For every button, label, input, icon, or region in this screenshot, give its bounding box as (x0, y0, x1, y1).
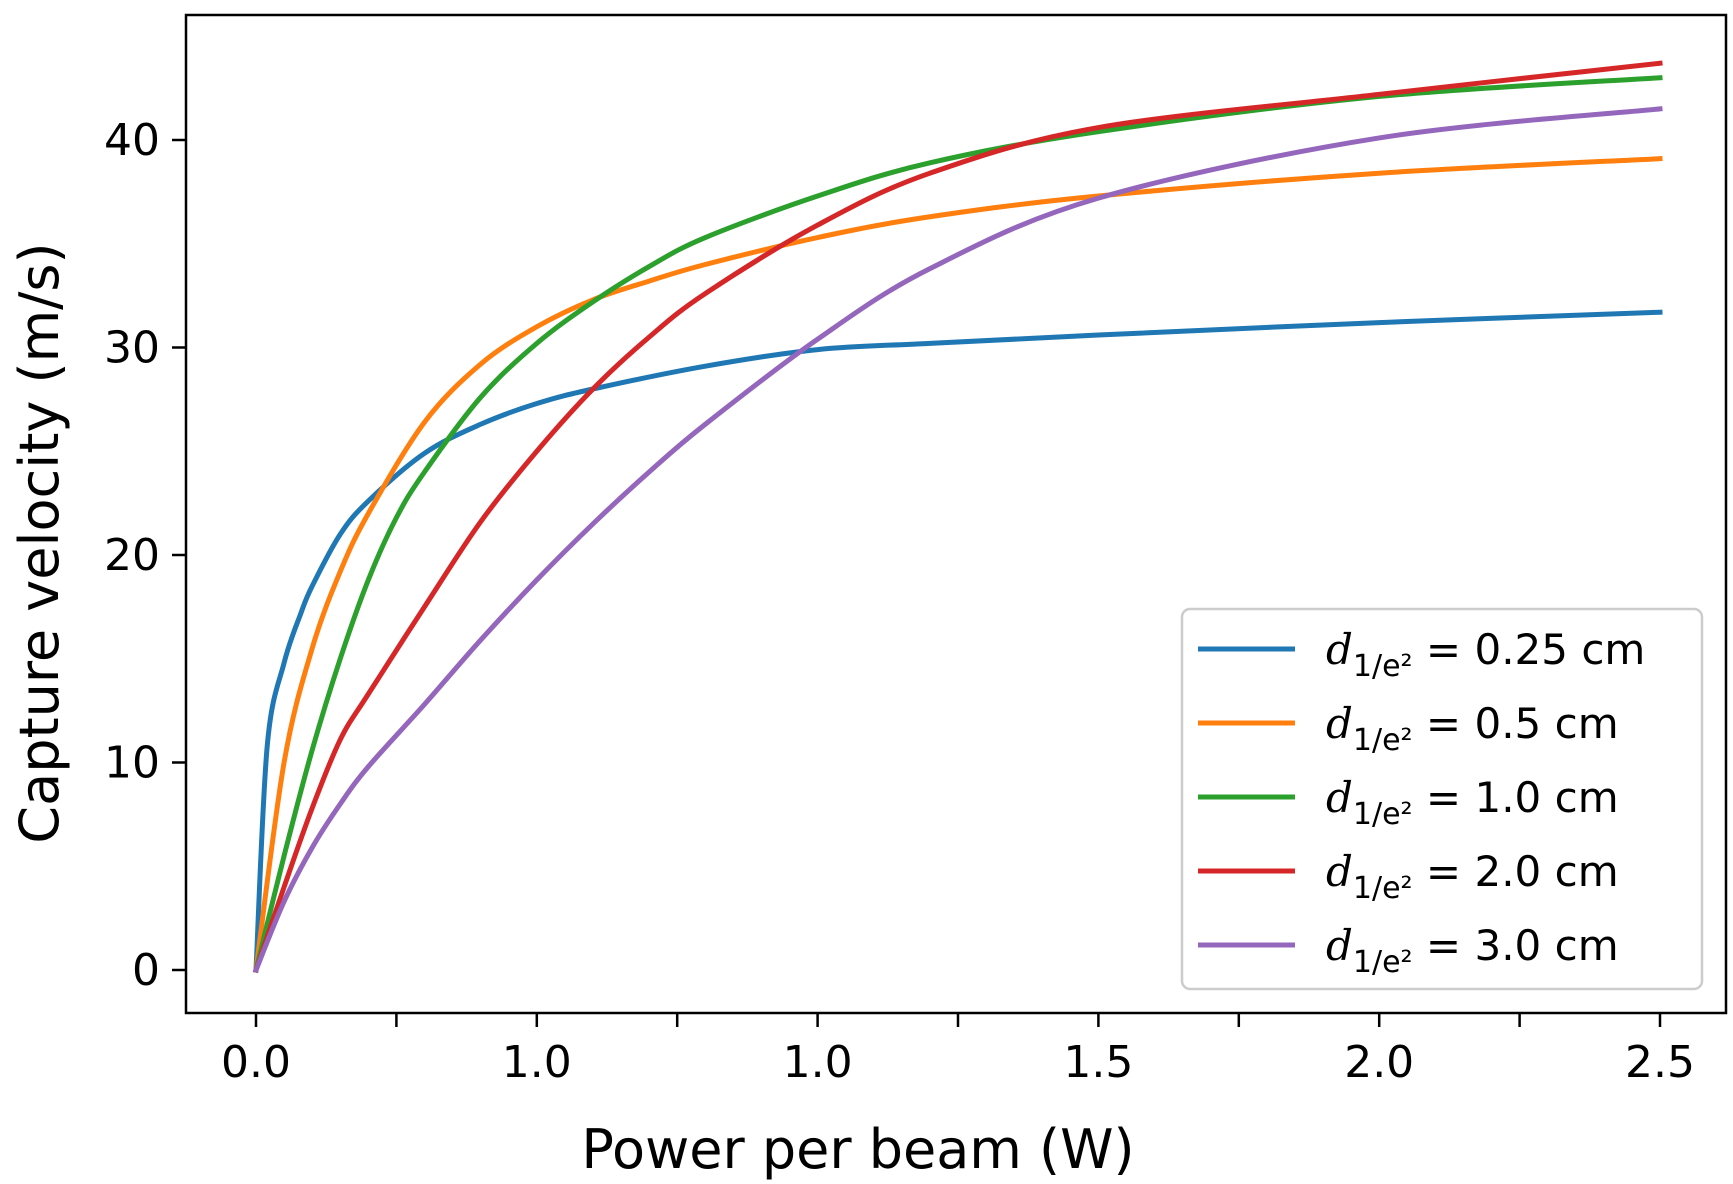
legend-subscript: 1/e² (1353, 797, 1413, 832)
legend-subscript: 1/e² (1353, 649, 1413, 684)
legend-label: d1/e² = 1.0 cm (1326, 773, 1619, 832)
legend-entry: d1/e² = 2.0 cm (1198, 847, 1619, 906)
legend-entry: d1/e² = 1.0 cm (1198, 773, 1619, 832)
x-tick-label: 1.0 (502, 1037, 572, 1088)
x-tick-label: 0.0 (221, 1037, 291, 1088)
y-tick-label: 10 (104, 738, 160, 789)
series-line-1 (253, 309, 1663, 973)
y-tick-label: 40 (104, 115, 160, 166)
series-line-4 (252, 60, 1663, 974)
y-tick-label: 0 (132, 945, 160, 996)
legend-symbol: d (1326, 625, 1353, 674)
legend-label: d1/e² = 0.5 cm (1326, 699, 1619, 758)
legend-entry: d1/e² = 3.0 cm (1198, 921, 1619, 980)
x-axis-label: Power per beam (W) (581, 1118, 1134, 1181)
legend-value: = 1.0 cm (1413, 773, 1619, 822)
legend-entry: d1/e² = 0.25 cm (1198, 625, 1645, 684)
legend-value: = 3.0 cm (1413, 921, 1619, 970)
legend-subscript: 1/e² (1353, 945, 1413, 980)
legend-value: = 2.0 cm (1413, 847, 1619, 896)
x-axis: 0.0 1.0 1.0 1.5 2.0 2.5 (221, 1013, 1695, 1088)
legend-label: d1/e² = 2.0 cm (1326, 847, 1619, 906)
y-axis: 0 10 20 30 40 (104, 115, 186, 996)
series-line-3 (252, 75, 1663, 974)
x-tick-label: 1.5 (1063, 1037, 1133, 1088)
x-tick-label: 2.5 (1625, 1037, 1695, 1088)
legend-value: = 0.5 cm (1413, 699, 1619, 748)
legend-value: = 0.25 cm (1413, 625, 1646, 674)
series-line-5 (252, 106, 1663, 974)
legend-subscript: 1/e² (1353, 723, 1413, 758)
y-axis-label: Capture velocity (m/s) (8, 242, 71, 843)
legend-symbol: d (1326, 699, 1353, 748)
legend-label: d1/e² = 3.0 cm (1326, 921, 1619, 980)
legend-subscript: 1/e² (1353, 871, 1413, 906)
y-tick-label: 30 (104, 323, 160, 374)
plot-frame (184, 13, 1728, 1015)
legend-symbol: d (1326, 773, 1353, 822)
x-tick-label: 2.0 (1344, 1037, 1414, 1088)
legend-symbol: d (1326, 847, 1353, 896)
legend-box (1180, 607, 1704, 991)
x-tick-label: 1.0 (783, 1037, 853, 1088)
legend-entry: d1/e² = 0.5 cm (1198, 699, 1619, 758)
legend-symbol: d (1326, 921, 1353, 970)
legend-label: d1/e² = 0.25 cm (1326, 625, 1645, 684)
y-tick-label: 20 (104, 530, 160, 581)
plot-lines (252, 60, 1663, 974)
